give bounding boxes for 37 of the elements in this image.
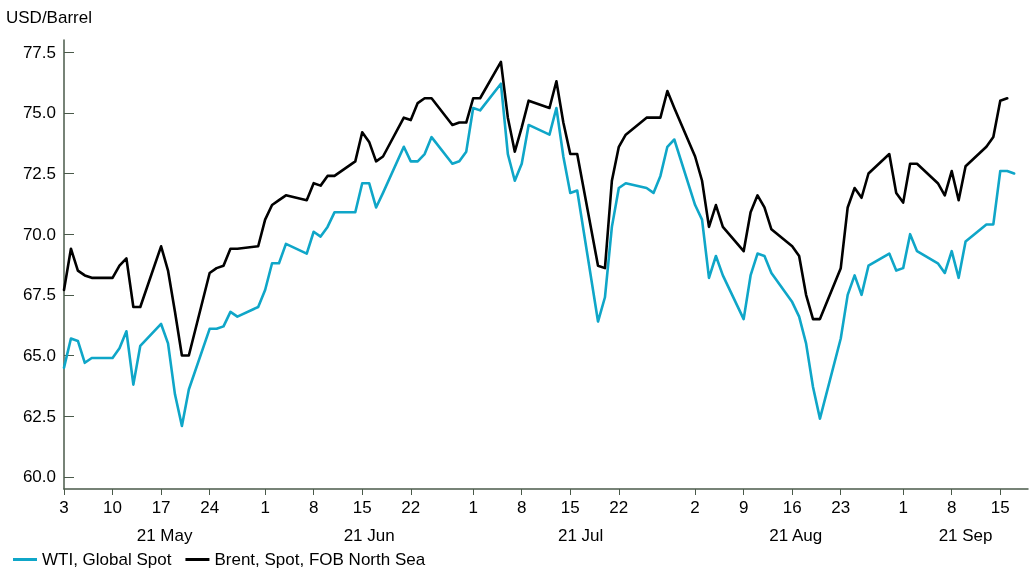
x-tick-label: 15 <box>560 498 580 517</box>
x-tick-label: 22 <box>609 498 629 517</box>
y-axis-title: USD/Barrel <box>6 8 92 27</box>
text: 21 Aug <box>769 526 823 545</box>
text: 21 Sep <box>938 526 993 545</box>
y-tick-label: 67.5 <box>22 285 56 305</box>
x-tick-label: 24 <box>200 498 220 517</box>
text: 21 Jul <box>557 526 604 545</box>
x-tick-label: 23 <box>831 498 851 517</box>
legend-label: WTI, Global Spot <box>42 550 172 569</box>
x-tick-label: 1 <box>260 498 270 517</box>
x-tick-label: 2 <box>690 498 700 517</box>
x-tick-label: 16 <box>782 498 802 517</box>
x-tick-label: 15 <box>352 498 372 517</box>
line-series <box>62 60 1009 357</box>
x-tick-label: 3 <box>59 498 69 517</box>
x-tick-label: 15 <box>990 498 1010 517</box>
x-tick-label: 8 <box>516 498 527 517</box>
y-tick-label: 72.5 <box>22 163 56 183</box>
y-tick-label: 62.5 <box>22 406 56 426</box>
y-tick-label: 60.0 <box>22 467 56 487</box>
x-tick-label: 1 <box>898 498 908 517</box>
x-tick-label: 8 <box>308 498 319 517</box>
y-tick-label: 70.0 <box>22 224 56 244</box>
text: 21 May <box>136 526 193 545</box>
text: 21 Jun <box>343 526 395 545</box>
x-tick-label: 10 <box>103 498 123 517</box>
x-tick-label: 9 <box>738 498 749 517</box>
y-tick-label: 77.5 <box>22 42 56 62</box>
x-tick-label: 1 <box>468 498 478 517</box>
x-tick-label: 22 <box>401 498 421 517</box>
x-tick-label: 8 <box>946 498 957 517</box>
y-tick-label: 65.0 <box>22 346 56 366</box>
y-tick-label: 75.0 <box>22 103 56 123</box>
legend-label: Brent, Spot, FOB North Sea <box>214 550 426 569</box>
line-series <box>62 82 1016 428</box>
x-tick-label: 17 <box>151 498 171 517</box>
